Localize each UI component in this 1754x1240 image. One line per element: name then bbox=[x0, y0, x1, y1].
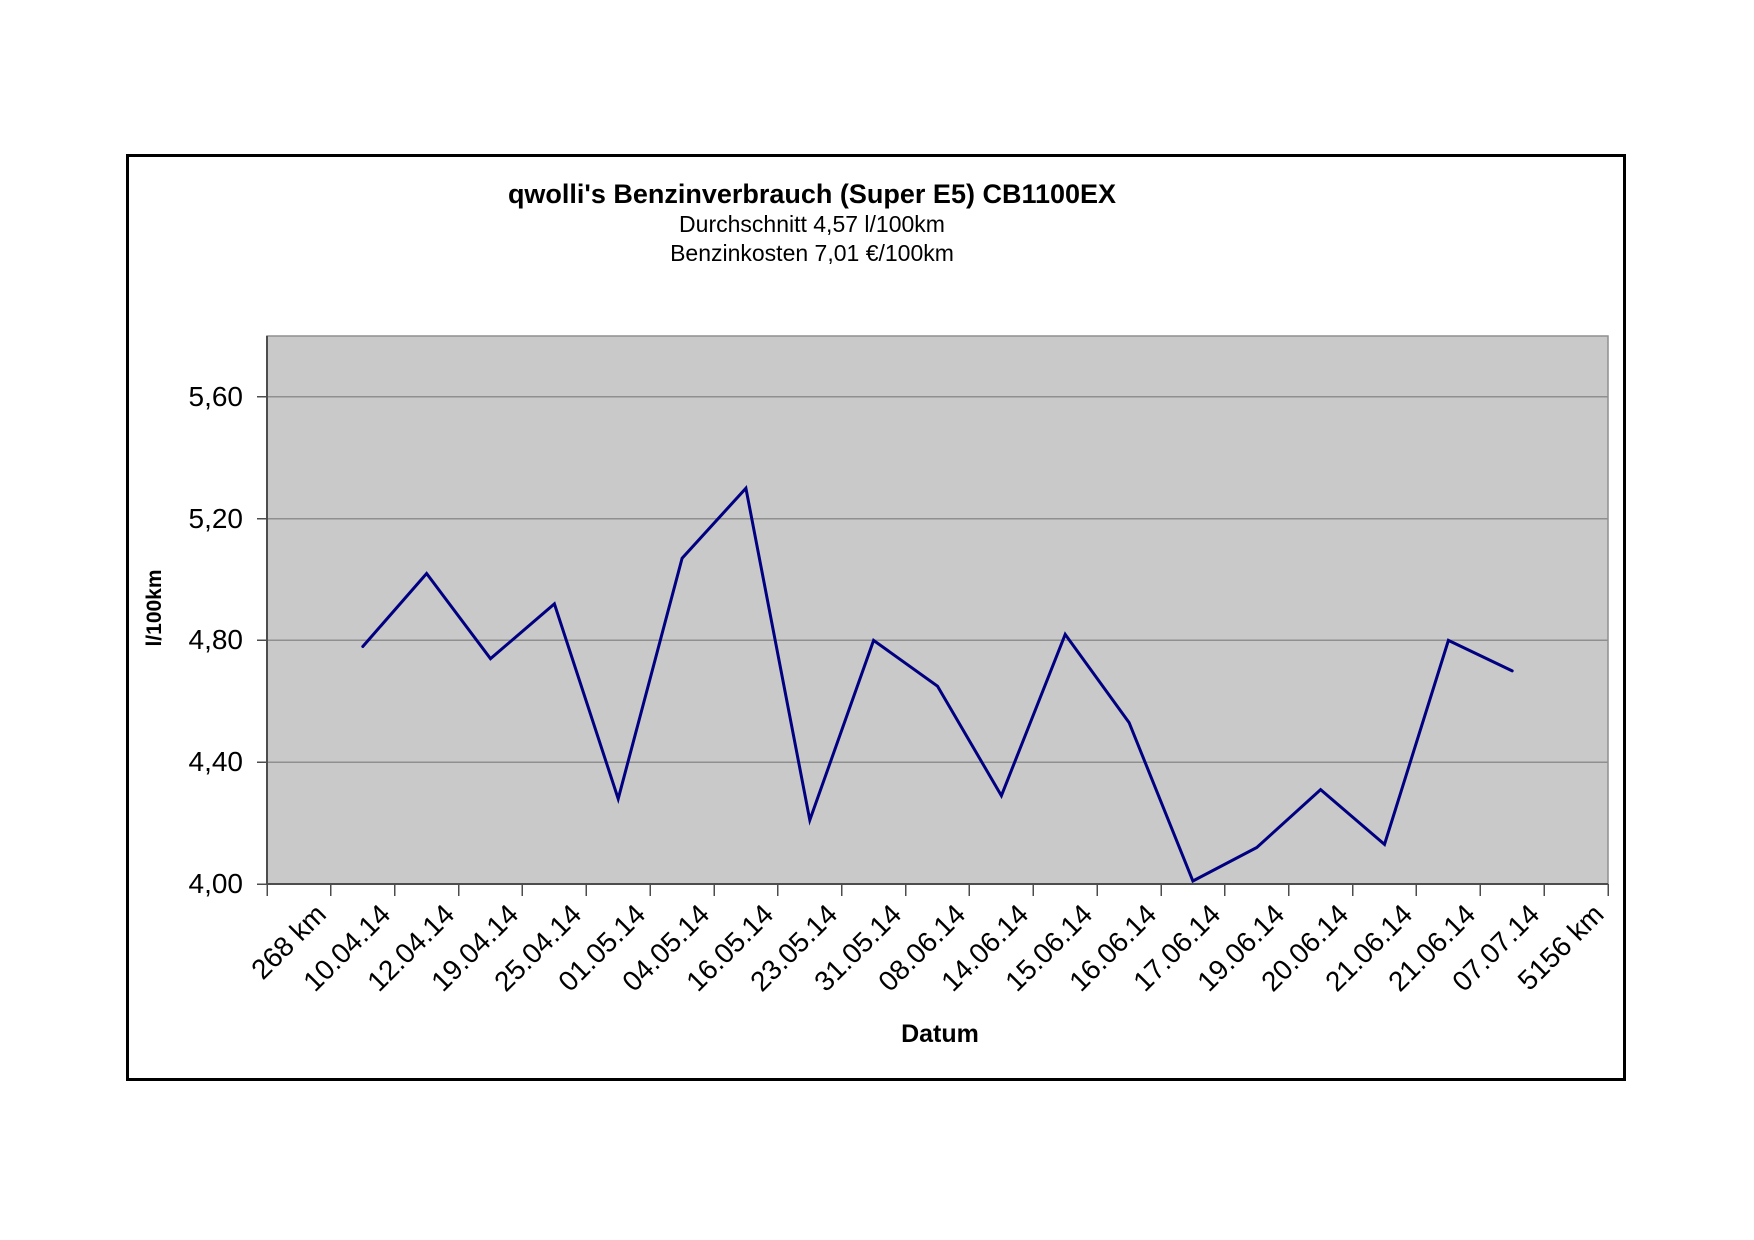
y-tick-label: 5,20 bbox=[188, 502, 244, 534]
chart-title-block: qwolli's Benzinverbrauch (Super E5) CB11… bbox=[126, 178, 1498, 268]
y-tick-label: 4,80 bbox=[188, 624, 244, 656]
plot-svg bbox=[257, 335, 1609, 896]
y-tick-label: 4,40 bbox=[188, 746, 244, 778]
x-axis-title: Datum bbox=[901, 1020, 979, 1048]
data-line bbox=[361, 484, 1514, 884]
chart-subtitle-average: Durchschnitt 4,57 l/100km bbox=[679, 211, 945, 237]
y-tick-label: 4,00 bbox=[188, 868, 244, 899]
chart-title: qwolli's Benzinverbrauch (Super E5) CB11… bbox=[507, 179, 1117, 209]
chart-subtitle-cost: Benzinkosten 7,01 €/100km bbox=[670, 240, 954, 266]
plot-area bbox=[266, 335, 1609, 885]
y-tick-label: 5,60 bbox=[188, 380, 244, 412]
